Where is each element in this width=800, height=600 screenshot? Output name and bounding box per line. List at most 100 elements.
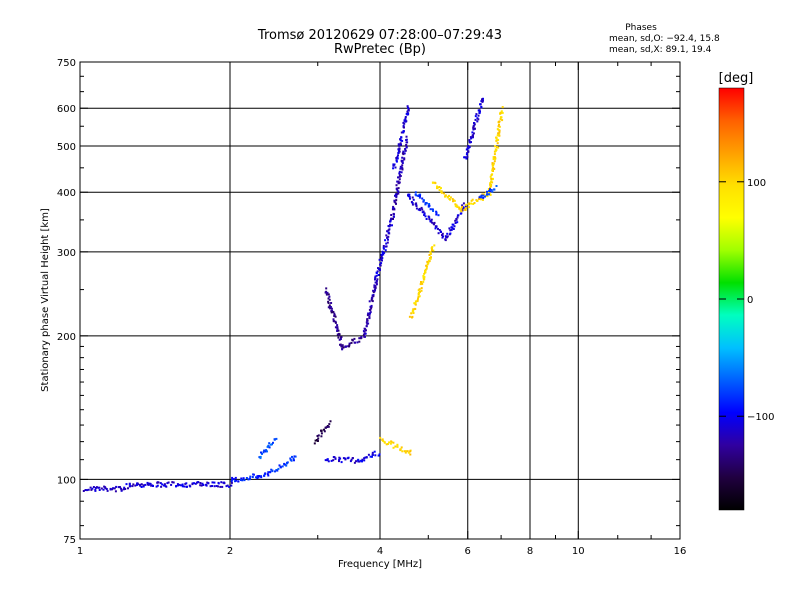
- data-point: [394, 166, 397, 169]
- data-point: [382, 253, 385, 256]
- data-point: [260, 451, 262, 454]
- data-point: [381, 253, 383, 256]
- y-axis-label: Stationary phase Virtual Height [km]: [40, 208, 51, 392]
- y-tick-label: 200: [57, 332, 76, 343]
- data-point: [400, 131, 403, 134]
- data-point: [394, 445, 397, 448]
- data-point: [419, 195, 421, 197]
- data-point: [456, 221, 459, 224]
- data-point: [317, 434, 320, 437]
- data-point: [373, 450, 376, 453]
- data-point: [372, 295, 375, 298]
- data-point: [199, 484, 202, 487]
- data-point: [281, 465, 284, 468]
- data-point: [464, 205, 467, 208]
- data-point: [419, 209, 422, 212]
- data-point: [453, 225, 456, 228]
- data-point: [82, 490, 85, 492]
- data-point: [393, 163, 396, 166]
- data-point: [411, 203, 414, 206]
- data-point: [381, 438, 384, 441]
- data-point: [441, 236, 444, 239]
- data-point: [196, 481, 199, 484]
- data-point: [501, 111, 504, 114]
- data-point: [476, 120, 479, 123]
- data-point: [491, 173, 494, 176]
- data-point: [409, 197, 411, 200]
- data-point: [473, 123, 476, 126]
- data-point: [472, 126, 475, 129]
- data-point: [402, 130, 405, 133]
- data-point: [181, 483, 184, 486]
- data-point: [354, 341, 356, 344]
- data-point: [128, 482, 131, 485]
- data-point: [443, 192, 445, 195]
- data-point: [217, 482, 220, 485]
- data-point: [334, 457, 337, 460]
- data-point: [448, 198, 451, 200]
- data-point: [162, 484, 165, 487]
- data-point: [404, 451, 407, 454]
- data-point: [492, 158, 495, 160]
- data-point: [493, 160, 496, 163]
- data-point: [148, 482, 151, 485]
- data-point: [269, 443, 272, 446]
- colorbar-tick-label: 100: [747, 178, 766, 189]
- data-point: [467, 206, 470, 209]
- data-point: [123, 486, 126, 489]
- data-point: [473, 202, 476, 204]
- data-point: [371, 299, 374, 302]
- data-point: [406, 141, 409, 144]
- data-point: [433, 244, 436, 247]
- data-point: [232, 478, 235, 481]
- data-point: [387, 231, 390, 234]
- data-point: [473, 122, 476, 125]
- data-point: [211, 485, 214, 487]
- data-point: [152, 485, 154, 487]
- data-point: [397, 151, 400, 154]
- data-point: [403, 126, 405, 129]
- data-point: [489, 182, 492, 185]
- x-tick-label: 1: [77, 546, 83, 557]
- data-point: [456, 214, 459, 217]
- data-point: [370, 297, 373, 300]
- data-point: [122, 488, 125, 491]
- data-point: [396, 155, 399, 158]
- data-point: [499, 111, 502, 114]
- data-point: [374, 275, 377, 278]
- data-point: [406, 113, 409, 116]
- data-point: [436, 185, 438, 188]
- data-point: [230, 481, 233, 484]
- data-point: [230, 484, 233, 487]
- data-point: [498, 125, 501, 128]
- data-point: [385, 245, 388, 248]
- data-point: [385, 443, 388, 446]
- data-point: [327, 425, 330, 428]
- data-point: [336, 326, 339, 329]
- data-point: [456, 206, 459, 208]
- data-point: [466, 155, 469, 158]
- data-point: [386, 236, 389, 239]
- data-point: [364, 456, 367, 459]
- data-point: [400, 166, 403, 169]
- data-point: [411, 202, 414, 204]
- data-point: [484, 195, 486, 198]
- data-point: [489, 175, 492, 178]
- data-point: [397, 192, 400, 195]
- data-point: [328, 298, 331, 301]
- data-point: [348, 342, 351, 345]
- data-point: [437, 186, 440, 189]
- data-point: [98, 486, 101, 489]
- phases-stats-title: Phases: [625, 23, 657, 33]
- data-point: [425, 267, 428, 270]
- data-point: [338, 458, 341, 461]
- data-point: [435, 226, 438, 228]
- data-point: [390, 218, 393, 221]
- data-point: [320, 435, 323, 438]
- data-point: [147, 483, 150, 486]
- data-point: [418, 207, 421, 210]
- data-point: [481, 193, 484, 196]
- x-tick-label: 16: [674, 546, 687, 557]
- data-point: [449, 196, 452, 199]
- data-point: [365, 456, 368, 459]
